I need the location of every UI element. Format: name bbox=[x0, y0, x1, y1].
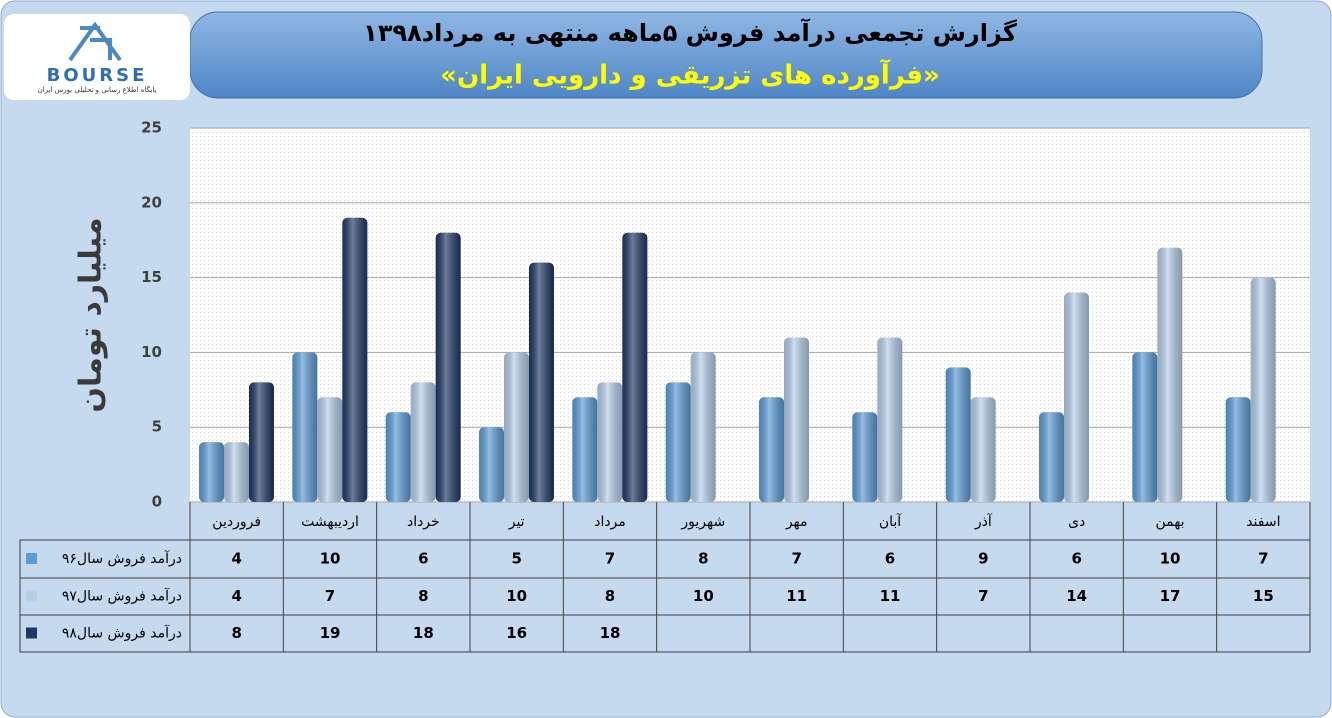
table-value: 18 bbox=[413, 624, 434, 642]
x-tick-label: مرداد bbox=[594, 514, 626, 530]
x-tick-label: دی bbox=[1068, 514, 1085, 530]
legend-swatch bbox=[26, 553, 37, 564]
legend-label: درآمد فروش سال۹۶ bbox=[62, 550, 182, 567]
bar-shine bbox=[665, 382, 691, 502]
x-tick-label: اسفند bbox=[1246, 514, 1280, 530]
bar-shine bbox=[1064, 292, 1089, 502]
x-tick-label: تیر bbox=[508, 514, 525, 530]
bar-shine bbox=[479, 427, 504, 502]
table-value: 8 bbox=[605, 587, 615, 605]
y-tick-label: 15 bbox=[141, 268, 162, 286]
x-tick-label: شهریور bbox=[680, 514, 725, 530]
table-value: 7 bbox=[605, 550, 615, 568]
y-tick-label: 5 bbox=[152, 418, 162, 436]
table-value: 4 bbox=[231, 587, 241, 605]
table-value: 9 bbox=[978, 550, 988, 568]
bar-shine bbox=[199, 442, 224, 502]
bar-shine bbox=[1157, 247, 1183, 502]
bar-shine bbox=[572, 397, 598, 502]
bar-shine bbox=[1225, 397, 1251, 502]
table-value: 8 bbox=[231, 624, 241, 642]
table-value: 10 bbox=[506, 587, 527, 605]
table-value: 11 bbox=[786, 587, 807, 605]
table-value: 7 bbox=[325, 587, 335, 605]
bar-shine bbox=[597, 382, 623, 502]
bar-shine bbox=[504, 352, 529, 502]
table-value: 18 bbox=[600, 624, 621, 642]
bar-shine bbox=[435, 232, 461, 502]
bar-shine bbox=[690, 352, 716, 502]
y-tick-label: 10 bbox=[141, 343, 162, 361]
logo-mark bbox=[68, 21, 122, 62]
bar-shine bbox=[410, 382, 436, 502]
table-value: 6 bbox=[1071, 550, 1081, 568]
table-value: 7 bbox=[978, 587, 988, 605]
bar-shine bbox=[877, 337, 903, 502]
legend-label: درآمد فروش سال۹۷ bbox=[62, 588, 182, 605]
bar-shine bbox=[1250, 277, 1276, 502]
table-value: 4 bbox=[231, 550, 241, 568]
bar-shine bbox=[945, 367, 971, 502]
x-tick-label: آبان bbox=[879, 513, 902, 530]
bar-shine bbox=[249, 382, 274, 502]
table-value: 10 bbox=[320, 550, 341, 568]
table-value: 7 bbox=[1258, 550, 1268, 568]
table-value: 11 bbox=[880, 587, 901, 605]
logo-tagline: پایگاه اطلاع رسانی و تحلیلی بورس ایران bbox=[38, 85, 157, 94]
x-tick-label: فروردین bbox=[212, 514, 261, 530]
bar-shine bbox=[317, 397, 343, 502]
x-tick-label: مهر bbox=[785, 514, 808, 530]
y-tick-label: 25 bbox=[141, 119, 162, 137]
table-value: 19 bbox=[320, 624, 341, 642]
bar-shine bbox=[759, 397, 784, 502]
table-value: 8 bbox=[418, 587, 428, 605]
plot-area bbox=[190, 128, 1310, 502]
bar-shine bbox=[1039, 412, 1064, 502]
table-value: 5 bbox=[511, 550, 521, 568]
table-value: 7 bbox=[791, 550, 801, 568]
bar-shine bbox=[1132, 352, 1158, 502]
table-value: 16 bbox=[506, 624, 527, 642]
bar-shine bbox=[385, 412, 411, 502]
x-tick-label: خرداد bbox=[407, 514, 440, 530]
table-value: 17 bbox=[1160, 587, 1181, 605]
table-value: 8 bbox=[698, 550, 708, 568]
y-tick-label: 20 bbox=[141, 193, 162, 211]
table-value: 6 bbox=[418, 550, 428, 568]
y-tick-label: 0 bbox=[152, 493, 162, 511]
x-tick-label: بهمن bbox=[1155, 514, 1184, 530]
legend-swatch bbox=[26, 627, 37, 639]
bar-shine bbox=[622, 232, 648, 502]
table-value: 6 bbox=[885, 550, 895, 568]
table-value: 14 bbox=[1066, 587, 1087, 605]
bar-shine bbox=[529, 262, 554, 502]
table-value: 10 bbox=[1160, 550, 1181, 568]
legend-swatch bbox=[26, 590, 37, 602]
logo-name: BOURSE bbox=[47, 65, 148, 86]
x-tick-label: آذر bbox=[974, 513, 993, 530]
table-value: 15 bbox=[1253, 587, 1274, 605]
legend-label: درآمد فروش سال۹۸ bbox=[62, 625, 182, 642]
y-axis-label: میلیارد تومان bbox=[74, 217, 109, 412]
chart-title: گزارش تجمعی درآمد فروش ۵ماهه منتهی به مر… bbox=[363, 18, 1017, 47]
bar-shine bbox=[784, 337, 809, 502]
x-tick-label: اردیبهشت bbox=[301, 514, 359, 530]
chart-subtitle: «فرآورده های تزریقی و دارویی ایران» bbox=[440, 59, 940, 91]
bar-shine bbox=[342, 217, 368, 502]
bar-shine bbox=[224, 442, 249, 502]
logo-box bbox=[4, 14, 190, 100]
table-value: 10 bbox=[693, 587, 714, 605]
bar-shine bbox=[852, 412, 878, 502]
bar-shine bbox=[292, 352, 318, 502]
bar-shine bbox=[970, 397, 996, 502]
